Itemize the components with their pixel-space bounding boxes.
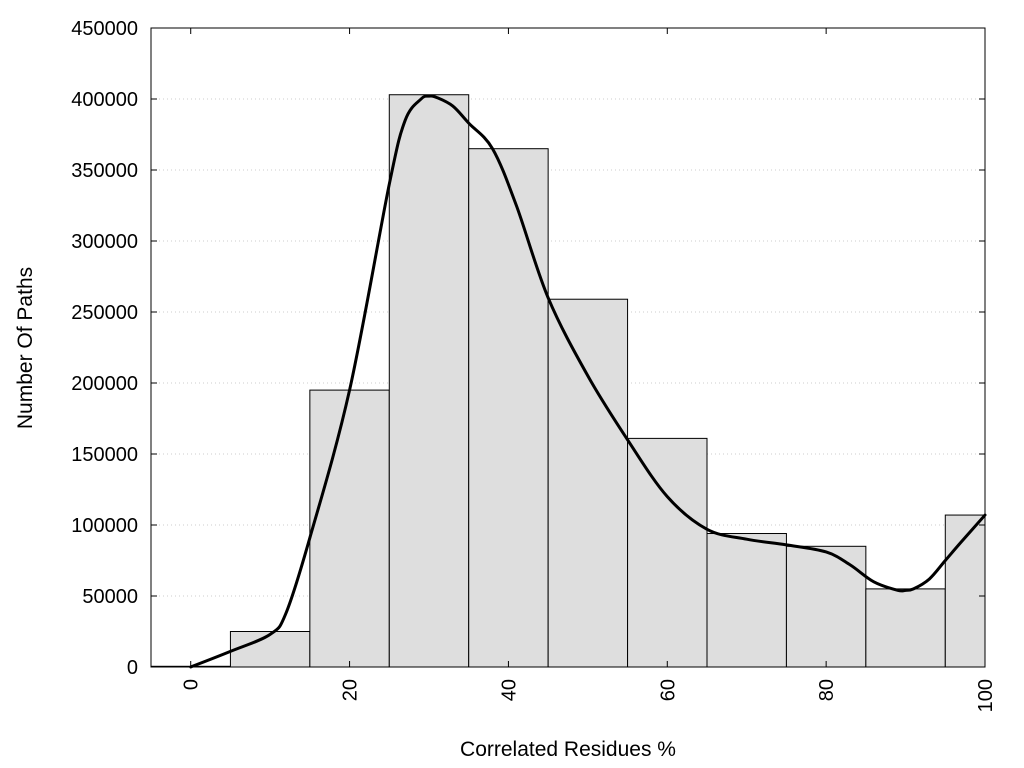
x-tick-label: 20 bbox=[340, 679, 362, 701]
histogram-bar bbox=[309, 389, 390, 668]
y-tick-label: 200000 bbox=[71, 373, 138, 395]
histogram-bar bbox=[388, 94, 470, 668]
histogram-bar bbox=[865, 588, 946, 668]
x-tick-label: 80 bbox=[816, 679, 838, 701]
y-tick-label: 0 bbox=[127, 657, 138, 679]
plot-frame bbox=[150, 27, 986, 668]
x-axis-ticks: 0 20 40 60 80 100 bbox=[181, 28, 997, 712]
y-tick-label: 450000 bbox=[71, 18, 138, 40]
y-axis-label: Number Of Paths bbox=[14, 267, 37, 429]
x-tick-label: 0 bbox=[181, 679, 203, 690]
y-tick-label: 50000 bbox=[82, 586, 138, 608]
histogram-bar bbox=[547, 298, 629, 668]
histogram-bar bbox=[229, 631, 311, 668]
y-axis-ticks: 0 50000 100000 150000 200000 250000 300000 3500… bbox=[71, 18, 985, 679]
y-tick-label: 350000 bbox=[71, 160, 138, 182]
y-tick-label: 400000 bbox=[71, 89, 138, 111]
y-tick-label: 300000 bbox=[71, 231, 138, 253]
y-tick-label: 250000 bbox=[71, 302, 138, 324]
histogram-bar bbox=[785, 545, 867, 668]
x-tick-label: 100 bbox=[975, 679, 997, 712]
histogram-bar bbox=[706, 533, 787, 668]
y-tick-label: 150000 bbox=[71, 444, 138, 466]
histogram-bars bbox=[150, 94, 986, 668]
x-axis-label: Correlated Residues % bbox=[460, 738, 676, 761]
histogram-bar bbox=[468, 148, 549, 668]
histogram-bar bbox=[627, 437, 708, 668]
density-curve bbox=[189, 94, 987, 669]
histogram-bar bbox=[944, 514, 986, 668]
y-tick-label: 100000 bbox=[71, 515, 138, 537]
x-tick-label: 40 bbox=[498, 679, 520, 701]
x-tick-label: 60 bbox=[657, 679, 679, 701]
